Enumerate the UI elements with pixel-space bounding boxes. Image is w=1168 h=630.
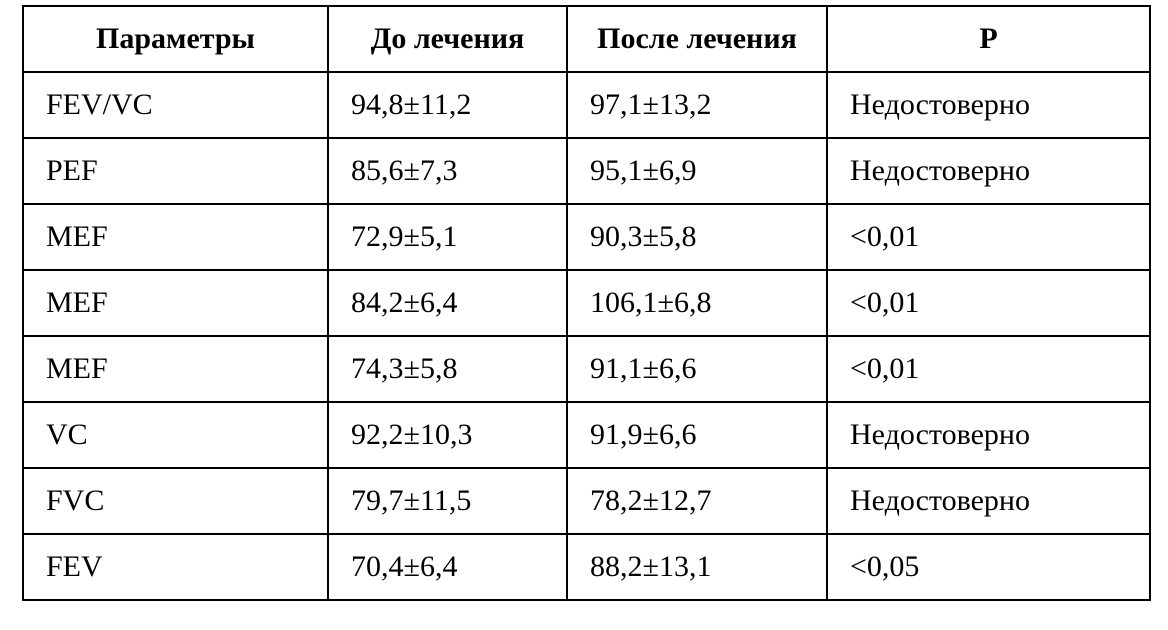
table-cell: 79,7±11,5 bbox=[327, 467, 568, 535]
table-cell: Недостоверно bbox=[826, 467, 1151, 535]
table-cell: FEV/VC bbox=[22, 71, 329, 139]
table-cell: 74,3±5,8 bbox=[327, 335, 568, 403]
table-row: FEV/VC 94,8±11,2 97,1±13,2 Недостоверно bbox=[22, 71, 1151, 139]
table-cell: <0,05 bbox=[826, 533, 1151, 601]
table-row: FVC 79,7±11,5 78,2±12,7 Недостоверно bbox=[22, 467, 1151, 535]
table-cell: 94,8±11,2 bbox=[327, 71, 568, 139]
table-cell: 95,1±6,9 bbox=[566, 137, 828, 205]
results-table: Параметры До лечения После лечения P FEV/VC… bbox=[22, 5, 1151, 601]
table-cell: Недостоверно bbox=[826, 137, 1151, 205]
table-cell: MEF bbox=[22, 203, 329, 271]
table-cell: 85,6±7,3 bbox=[327, 137, 568, 205]
table-cell: 70,4±6,4 bbox=[327, 533, 568, 601]
table-cell: 91,9±6,6 bbox=[566, 401, 828, 469]
table-cell: 91,1±6,6 bbox=[566, 335, 828, 403]
table-cell: VC bbox=[22, 401, 329, 469]
table-cell: <0,01 bbox=[826, 335, 1151, 403]
table-cell: 84,2±6,4 bbox=[327, 269, 568, 337]
table-cell: <0,01 bbox=[826, 203, 1151, 271]
table-cell: FEV bbox=[22, 533, 329, 601]
table-row: MEF 74,3±5,8 91,1±6,6 <0,01 bbox=[22, 335, 1151, 403]
table-row: MEF 84,2±6,4 106,1±6,8 <0,01 bbox=[22, 269, 1151, 337]
table-cell: MEF bbox=[22, 269, 329, 337]
header-cell: Параметры bbox=[22, 5, 329, 73]
table-row: PEF 85,6±7,3 95,1±6,9 Недостоверно bbox=[22, 137, 1151, 205]
table-cell: 78,2±12,7 bbox=[566, 467, 828, 535]
table-cell: 88,2±13,1 bbox=[566, 533, 828, 601]
header-cell: P bbox=[826, 5, 1151, 73]
header-row: Параметры До лечения После лечения P bbox=[22, 5, 1151, 73]
table-cell: 92,2±10,3 bbox=[327, 401, 568, 469]
table-cell: 90,3±5,8 bbox=[566, 203, 828, 271]
table-cell: FVC bbox=[22, 467, 329, 535]
table-cell: 97,1±13,2 bbox=[566, 71, 828, 139]
table-cell: Недостоверно bbox=[826, 401, 1151, 469]
table-cell: PEF bbox=[22, 137, 329, 205]
table-row: FEV 70,4±6,4 88,2±13,1 <0,05 bbox=[22, 533, 1151, 601]
table-cell: MEF bbox=[22, 335, 329, 403]
header-cell: После лечения bbox=[566, 5, 828, 73]
table-cell: 106,1±6,8 bbox=[566, 269, 828, 337]
table-row: MEF 72,9±5,1 90,3±5,8 <0,01 bbox=[22, 203, 1151, 271]
table-cell: 72,9±5,1 bbox=[327, 203, 568, 271]
header-cell: До лечения bbox=[327, 5, 568, 73]
table-row: VC 92,2±10,3 91,9±6,6 Недостоверно bbox=[22, 401, 1151, 469]
table-cell: <0,01 bbox=[826, 269, 1151, 337]
table-cell: Недостоверно bbox=[826, 71, 1151, 139]
